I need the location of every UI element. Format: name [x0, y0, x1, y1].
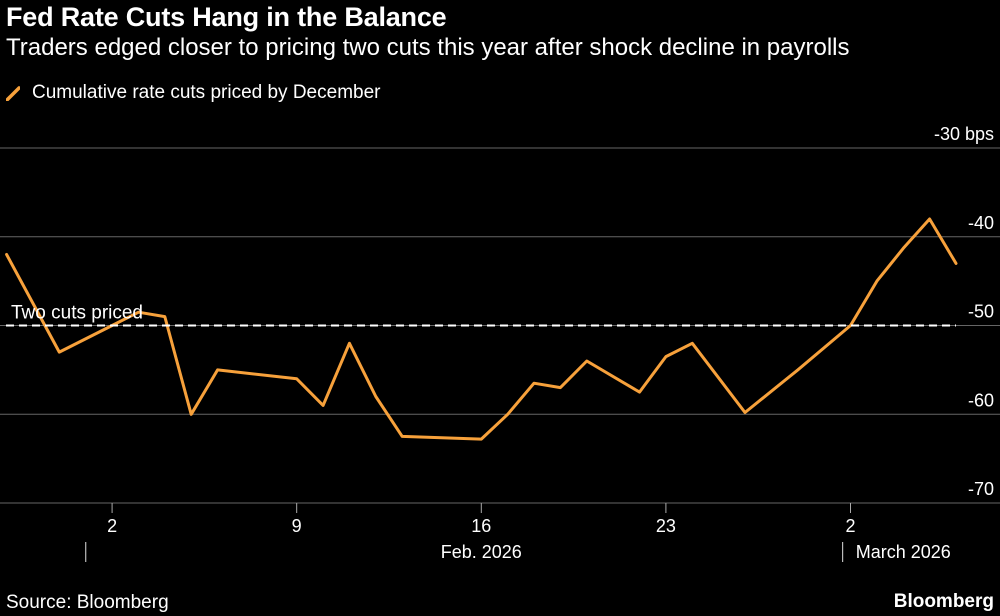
- legend-line-icon: [6, 86, 20, 101]
- x-tick-label: 2: [846, 516, 856, 536]
- series-line: [5, 217, 958, 441]
- x-tick-label: 16: [471, 516, 491, 536]
- y-tick-label: -30 bps: [934, 124, 994, 144]
- legend: Cumulative rate cuts priced by December: [6, 82, 380, 104]
- legend-label: Cumulative rate cuts priced by December: [32, 82, 381, 103]
- month-label: March 2026: [856, 542, 951, 562]
- y-tick-label: -70: [968, 479, 994, 499]
- reference-line-label: Two cuts priced: [11, 303, 143, 324]
- y-tick-label: -50: [968, 302, 994, 322]
- x-tick-label: 9: [292, 516, 302, 536]
- chart-title: Fed Rate Cuts Hang in the Balance: [6, 2, 447, 32]
- chart-subtitle: Traders edged closer to pricing two cuts…: [6, 34, 850, 61]
- x-tick-label: 23: [656, 516, 676, 536]
- y-tick-label: -60: [968, 390, 994, 410]
- x-tick-label: 2: [107, 516, 117, 536]
- month-label: Feb. 2026: [441, 542, 522, 562]
- y-tick-label: -40: [968, 213, 994, 233]
- source-note: Source: Bloomberg: [6, 592, 169, 613]
- brand-logo-text: Bloomberg: [893, 591, 994, 612]
